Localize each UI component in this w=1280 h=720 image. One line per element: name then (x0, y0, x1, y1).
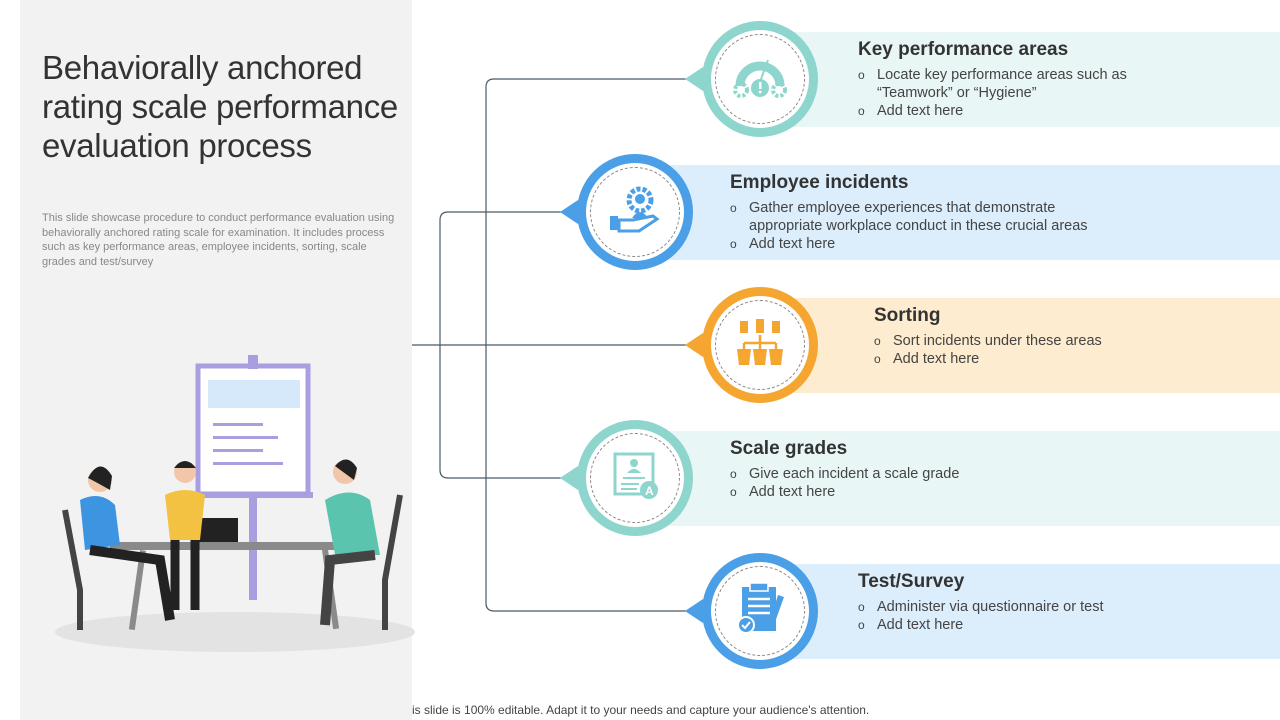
footer-note: This slide is 100% editable. Adapt it to… (398, 703, 870, 717)
step-bullet: Sort incidents under these areas (874, 332, 1102, 350)
survey-clipboard-icon (732, 581, 788, 642)
gauge-gears-icon (732, 52, 788, 107)
step-bullets: Gather employee experiences that demonst… (730, 199, 1090, 253)
step-bullet: Add text here (730, 483, 959, 501)
step-bullets: Administer via questionnaire or testAdd … (858, 598, 1103, 634)
step-icon-circle: A (577, 420, 693, 536)
step-bullet: Add text here (858, 102, 1138, 120)
step-bullets: Locate key performance areas such as “Te… (858, 66, 1138, 120)
step-pointer (560, 200, 578, 224)
step-icon-circle (702, 553, 818, 669)
step-bullet: Add text here (730, 235, 1090, 253)
step-bullet: Add text here (874, 350, 1102, 368)
step-bullet: Administer via questionnaire or test (858, 598, 1103, 616)
step-bullet: Give each incident a scale grade (730, 465, 959, 483)
step-bullets: Sort incidents under these areasAdd text… (874, 332, 1102, 368)
step-pointer (685, 67, 703, 91)
step-bullets: Give each incident a scale gradeAdd text… (730, 465, 959, 501)
step-title: Scale grades (730, 438, 848, 459)
step-bullet: Locate key performance areas such as “Te… (858, 66, 1138, 102)
step-icon-circle (702, 21, 818, 137)
step-title: Test/Survey (858, 571, 965, 592)
step-icon-circle (702, 287, 818, 403)
step-bullet: Gather employee experiences that demonst… (730, 199, 1090, 235)
left-panel: Behaviorally anchored rating scale perfo… (20, 0, 415, 720)
meeting-illustration (55, 355, 415, 652)
page-title: Behaviorally anchored rating scale perfo… (42, 49, 398, 164)
step-bullet: Add text here (858, 616, 1103, 634)
employee-hand-gear-icon (607, 184, 663, 241)
step-pointer (685, 599, 703, 623)
sorting-icon (732, 317, 788, 374)
step-title: Sorting (874, 305, 941, 326)
step-icon-circle (577, 154, 693, 270)
step-pointer (560, 466, 578, 490)
svg-text:A: A (645, 484, 654, 498)
step-pointer (685, 333, 703, 357)
grade-card-icon: A (607, 448, 663, 509)
step-title: Employee incidents (730, 172, 909, 193)
page-description: This slide showcase procedure to conduct… (42, 212, 395, 268)
step-title: Key performance areas (858, 39, 1069, 60)
